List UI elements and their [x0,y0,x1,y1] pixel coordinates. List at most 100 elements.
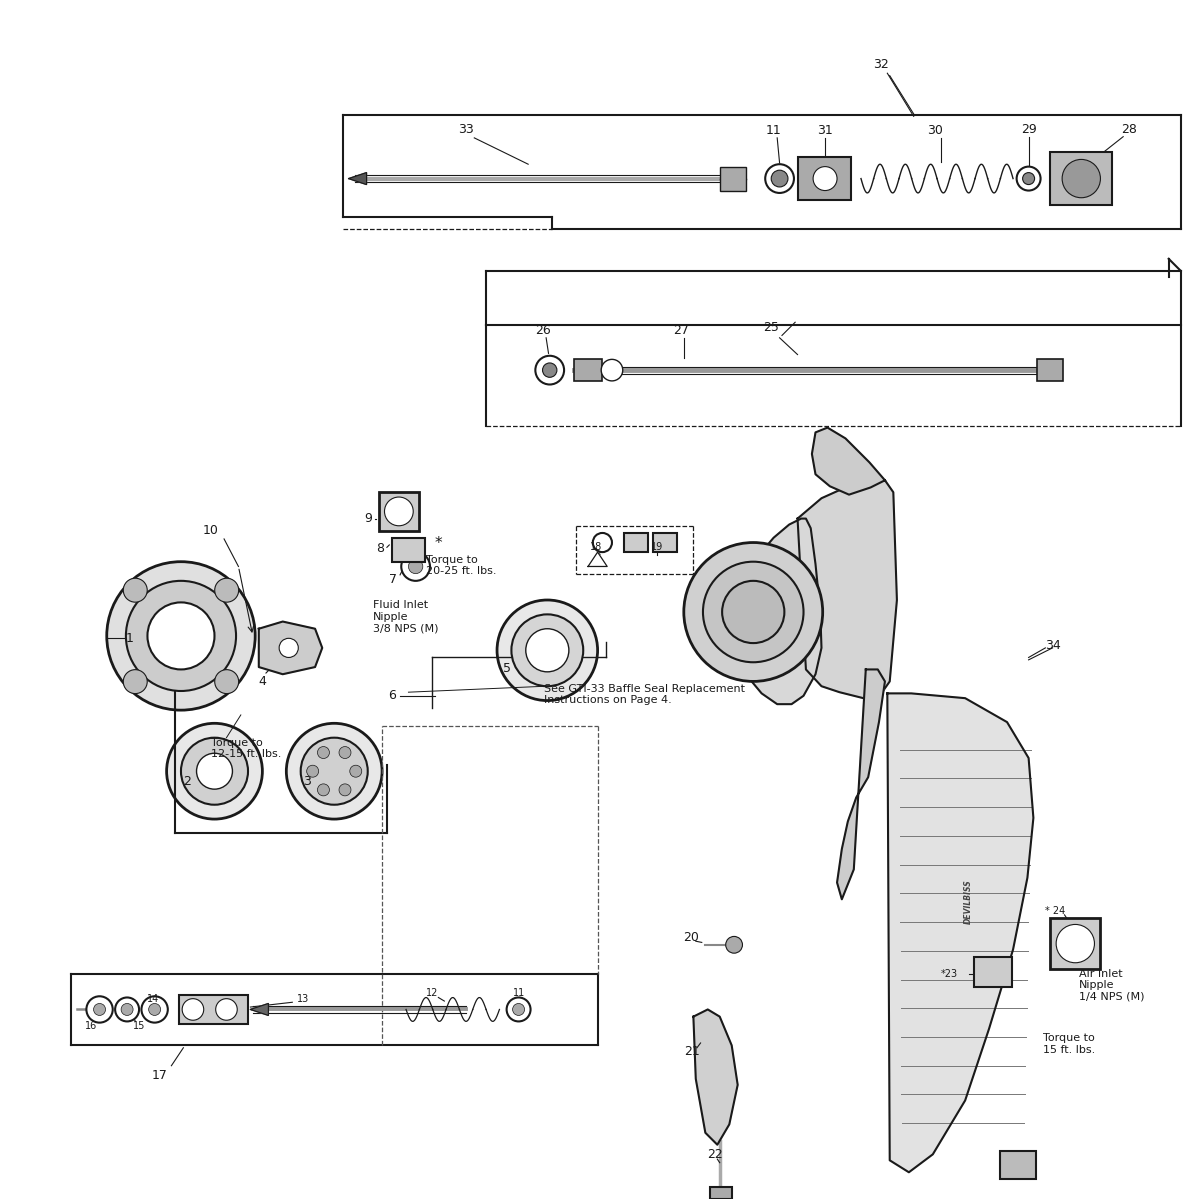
Circle shape [216,998,238,1020]
Text: 2: 2 [184,775,191,788]
Bar [798,157,852,200]
Bar [1050,918,1100,968]
Circle shape [287,724,382,820]
Circle shape [703,562,804,662]
Circle shape [301,738,367,805]
Circle shape [181,738,248,805]
Bar [720,167,746,191]
Circle shape [121,1003,133,1015]
Bar [1050,152,1112,205]
Circle shape [1022,173,1034,185]
Circle shape [107,562,256,710]
Circle shape [497,600,598,701]
Polygon shape [348,173,366,185]
Circle shape [512,1003,524,1015]
Circle shape [149,1003,161,1015]
Circle shape [197,754,233,790]
Text: 18: 18 [590,542,602,552]
Circle shape [86,996,113,1022]
Circle shape [318,746,330,758]
Text: 21: 21 [684,1045,700,1058]
Text: * 24: * 24 [1045,906,1066,917]
Bar [179,995,248,1024]
Circle shape [511,614,583,686]
Text: DEVILBISS: DEVILBISS [965,880,973,924]
Text: 22: 22 [707,1148,722,1160]
Circle shape [722,581,785,643]
Polygon shape [738,518,822,704]
Bar [574,359,602,380]
Polygon shape [798,480,896,698]
Circle shape [349,766,361,778]
Text: 16: 16 [85,1021,97,1031]
Bar [1000,1151,1036,1180]
Circle shape [1062,160,1100,198]
Circle shape [772,170,788,187]
Text: 29: 29 [1021,122,1037,136]
Circle shape [726,936,743,953]
Text: 6: 6 [388,689,396,702]
Circle shape [167,724,263,820]
Text: 34: 34 [1045,638,1061,652]
Circle shape [280,638,299,658]
Circle shape [526,629,569,672]
Text: 8: 8 [376,542,384,556]
Text: Torque to
20-25 ft. lbs.: Torque to 20-25 ft. lbs. [426,554,497,576]
Text: 17: 17 [151,1069,167,1081]
Circle shape [401,552,430,581]
Text: 19: 19 [652,542,664,552]
Circle shape [340,746,350,758]
Polygon shape [838,670,884,899]
Circle shape [215,578,239,602]
Circle shape [307,766,319,778]
Circle shape [115,997,139,1021]
Text: Torque to
12-15 ft. lbs.: Torque to 12-15 ft. lbs. [211,738,281,760]
Circle shape [506,997,530,1021]
Polygon shape [251,1003,269,1015]
Circle shape [814,167,838,191]
Polygon shape [694,1009,738,1145]
Text: 33: 33 [458,122,474,136]
Circle shape [684,542,823,682]
Bar [378,492,419,530]
Text: 12: 12 [426,988,438,997]
Text: See GTI-33 Baffle Seal Replacement
Instructions on Page 4.: See GTI-33 Baffle Seal Replacement Instr… [544,684,745,706]
Text: 20: 20 [683,931,698,944]
Text: 31: 31 [817,124,833,137]
Circle shape [535,355,564,384]
Bar [1037,359,1063,380]
Bar [653,533,677,552]
Polygon shape [887,694,1033,1172]
Text: 5: 5 [503,661,511,674]
Polygon shape [588,552,607,566]
Circle shape [94,1003,106,1015]
Text: 10: 10 [203,524,218,538]
Text: 30: 30 [928,124,943,137]
Text: 14: 14 [148,994,160,1003]
Text: 1: 1 [126,632,133,644]
Circle shape [124,578,148,602]
Text: 11: 11 [512,988,524,997]
Circle shape [340,784,350,796]
Circle shape [593,533,612,552]
Bar [391,538,425,562]
Polygon shape [812,427,884,494]
Text: 3: 3 [302,775,311,788]
Circle shape [215,670,239,694]
Polygon shape [259,622,323,674]
Text: 4: 4 [258,674,266,688]
Circle shape [384,497,413,526]
Circle shape [1056,924,1094,962]
Text: Fluid Inlet
Nipple
3/8 NPS (M): Fluid Inlet Nipple 3/8 NPS (M) [372,600,438,634]
Text: Torque to
15 ft. lbs.: Torque to 15 ft. lbs. [1043,1033,1096,1055]
Circle shape [766,164,794,193]
Text: 27: 27 [673,324,689,337]
Circle shape [148,602,215,670]
Circle shape [126,581,236,691]
Text: 26: 26 [535,324,551,337]
Circle shape [601,359,623,380]
Text: 11: 11 [766,124,781,137]
Text: 15: 15 [133,1021,145,1031]
Text: 32: 32 [874,59,889,71]
Text: 28: 28 [1121,122,1138,136]
